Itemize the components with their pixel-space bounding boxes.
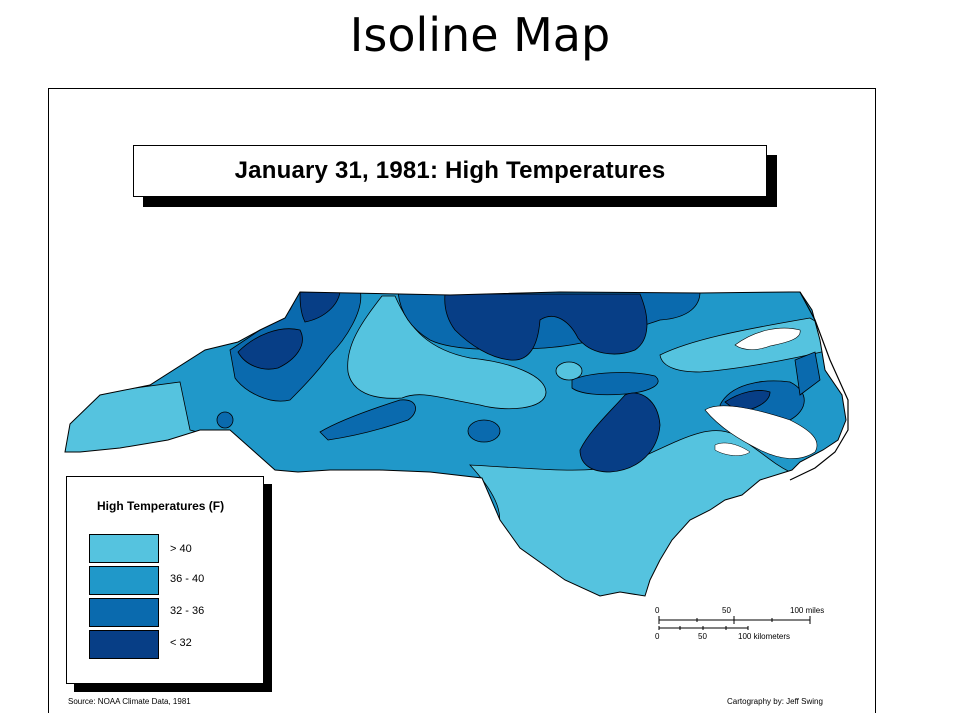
zone-under-32-north — [444, 293, 648, 361]
legend-label-36-40: 36 - 40 — [170, 573, 205, 585]
pamlico-sound — [704, 405, 818, 459]
slide-title: Isoline Map — [349, 8, 611, 62]
zone-under-32-central — [579, 392, 661, 473]
legend-swatch-under-32 — [89, 630, 159, 659]
outer-banks — [789, 291, 849, 481]
zone-32-36-coast — [794, 351, 821, 396]
zone-32-36-small — [216, 411, 234, 429]
scale-km-100: 100 kilometers — [738, 632, 791, 641]
zone-32-36-spot — [467, 419, 501, 443]
zone-under-32-ridge — [299, 292, 341, 323]
albemarle-sound — [734, 327, 801, 350]
zone-over-40-spot — [555, 361, 583, 381]
scale-km-50: 50 — [698, 632, 707, 641]
pamlico-river — [714, 442, 751, 456]
zone-over-40-central — [347, 295, 547, 410]
map-title: January 31, 1981: High Temperatures — [133, 145, 767, 197]
credit-note: Cartography by: Jeff Swing — [727, 697, 823, 706]
zone-32-36-ridge — [319, 399, 416, 441]
legend-label-under-32: < 32 — [170, 637, 192, 649]
legend-title: High Temperatures (F) — [97, 499, 225, 513]
scale-bar — [658, 616, 811, 630]
legend-label-over-40: > 40 — [170, 543, 192, 555]
scale-miles-0: 0 — [655, 606, 660, 615]
legend-label-32-36: 32 - 36 — [170, 605, 205, 617]
scale-miles-50: 50 — [722, 606, 731, 615]
zone-32-36-band — [571, 372, 659, 396]
legend: High Temperatures (F) > 40 36 - 40 32 - … — [66, 476, 264, 684]
scale-km-0: 0 — [655, 632, 660, 641]
source-note: Source: NOAA Climate Data, 1981 — [68, 697, 191, 706]
legend-swatch-32-36 — [89, 598, 159, 627]
legend-swatch-over-40 — [89, 534, 159, 563]
legend-swatch-36-40 — [89, 566, 159, 595]
state-outline — [64, 291, 847, 597]
scale-miles-100: 100 miles — [790, 606, 825, 615]
zone-under-32-northwest — [237, 328, 303, 370]
